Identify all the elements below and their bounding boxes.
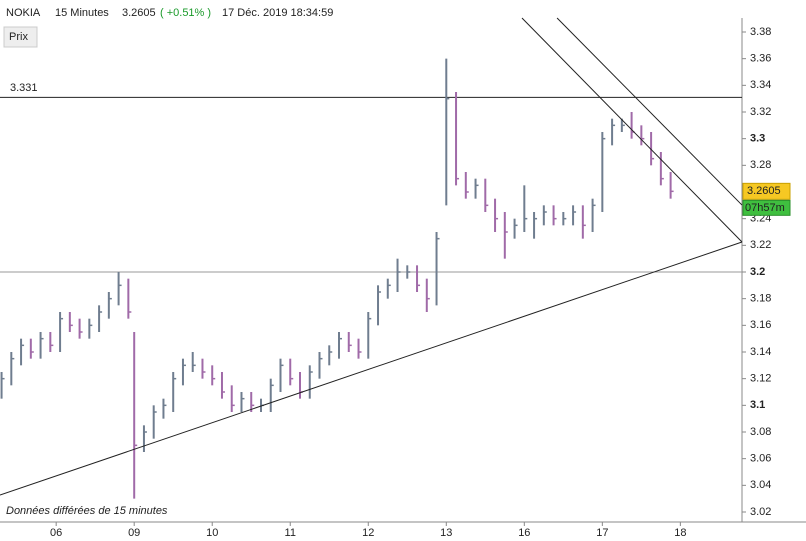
y-tick-label: 3.18: [750, 293, 771, 305]
symbol: NOKIA: [6, 7, 41, 19]
prix-button[interactable]: Prix: [9, 31, 28, 43]
y-tick-label: 3.1: [750, 399, 765, 411]
price: 3.2605: [122, 7, 156, 19]
interval: 15 Minutes: [55, 7, 109, 19]
prix-button-box[interactable]: [3, 26, 38, 48]
y-tick-label: 3.32: [750, 106, 771, 118]
countdown-label: 07h57m: [745, 202, 785, 214]
y-tick-label: 3.38: [750, 26, 771, 38]
trendline: [0, 241, 743, 496]
x-tick-label: 06: [50, 527, 62, 539]
x-tick-label: 11: [285, 527, 296, 539]
y-tick-label: 3.02: [750, 506, 771, 518]
footnote: Données différées de 15 minutes: [6, 505, 168, 517]
datetime: 17 Déc. 2019 18:34:59: [222, 7, 333, 19]
y-tick-label: 3.36: [750, 53, 771, 65]
y-tick-label: 3.08: [750, 426, 771, 438]
y-tick-label: 3.12: [750, 373, 771, 385]
level-label: 3.331: [10, 82, 38, 94]
y-tick-label: 3.06: [750, 453, 771, 465]
x-tick-label: 10: [206, 527, 218, 539]
x-tick-label: 09: [128, 527, 140, 539]
last-price-tag: [742, 182, 791, 200]
y-tick-label: 3.16: [750, 319, 771, 331]
y-tick-label: 3.22: [750, 239, 771, 251]
y-tick-label: 3.28: [750, 159, 771, 171]
change: ( +0.51% ): [160, 7, 211, 19]
last-price-label: 3.2605: [747, 185, 781, 197]
y-tick-label: 3.14: [750, 346, 771, 358]
trendline: [556, 17, 743, 206]
countdown-tag: [742, 199, 791, 216]
trendline: [521, 17, 743, 243]
x-tick-label: 16: [518, 527, 530, 539]
y-tick-label: 3.34: [750, 79, 771, 91]
x-tick-label: 17: [596, 527, 608, 539]
x-tick-label: 18: [674, 527, 686, 539]
x-tick-label: 13: [440, 527, 452, 539]
y-tick-label: 3.3: [750, 133, 765, 145]
y-tick-label: 3.2: [750, 266, 765, 278]
x-tick-label: 12: [362, 527, 374, 539]
y-tick-label: 3.04: [750, 479, 771, 491]
